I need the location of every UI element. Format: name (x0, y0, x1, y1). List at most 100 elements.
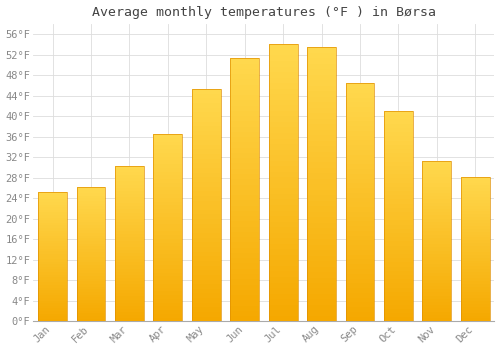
Bar (268, 177, 298, 183)
Bar (115, 300, 144, 303)
Bar (192, 121, 220, 126)
Bar (38, 254, 67, 257)
Bar (115, 184, 144, 188)
Bar (76, 206, 106, 209)
Bar (230, 179, 259, 184)
Bar (230, 316, 259, 321)
Bar (76, 238, 106, 241)
Bar (461, 261, 490, 264)
Bar (461, 191, 490, 194)
Bar (230, 142, 259, 148)
Bar (230, 169, 259, 174)
Bar (268, 282, 298, 288)
Bar (115, 169, 144, 172)
Bar (384, 258, 413, 262)
Bar (230, 195, 259, 200)
Bar (230, 111, 259, 116)
Bar (422, 209, 451, 212)
Bar (192, 168, 220, 173)
Bar (422, 215, 451, 219)
Bar (422, 212, 451, 215)
Bar (154, 258, 182, 261)
Bar (115, 281, 144, 284)
Bar (115, 256, 144, 259)
Bar (115, 244, 144, 247)
Bar (154, 213, 182, 217)
Bar (461, 316, 490, 318)
Bar (38, 220, 67, 223)
Bar (307, 288, 336, 294)
Bar (268, 233, 298, 238)
Bar (384, 195, 413, 199)
Bar (230, 200, 259, 205)
Bar (384, 136, 413, 140)
Bar (422, 260, 451, 264)
Bar (115, 265, 144, 268)
Bar (192, 303, 220, 307)
Bar (76, 289, 106, 292)
Bar (154, 168, 182, 172)
Bar (384, 162, 413, 166)
Bar (115, 268, 144, 272)
Bar (461, 180, 490, 182)
Bar (461, 209, 490, 211)
Bar (346, 131, 374, 136)
Bar (230, 253, 259, 258)
Bar (38, 215, 67, 218)
Bar (115, 234, 144, 237)
Bar (115, 166, 144, 169)
Bar (384, 208, 413, 212)
Bar (154, 269, 182, 273)
Bar (230, 79, 259, 85)
Bar (346, 112, 374, 117)
Bar (76, 188, 106, 321)
Bar (307, 80, 336, 86)
Bar (192, 201, 220, 205)
Bar (307, 256, 336, 261)
Bar (384, 220, 413, 225)
Bar (307, 119, 336, 124)
Bar (346, 178, 374, 183)
Bar (154, 273, 182, 277)
Bar (115, 272, 144, 275)
Bar (384, 225, 413, 229)
Bar (115, 318, 144, 321)
Bar (307, 64, 336, 69)
Bar (38, 236, 67, 238)
Bar (76, 252, 106, 254)
Bar (154, 134, 182, 321)
Bar (192, 149, 220, 154)
Bar (154, 160, 182, 164)
Bar (461, 252, 490, 255)
Bar (307, 206, 336, 212)
Bar (38, 306, 67, 308)
Bar (230, 106, 259, 111)
Bar (230, 69, 259, 74)
Title: Average monthly temperatures (°F ) in Børsa: Average monthly temperatures (°F ) in Bø… (92, 6, 436, 19)
Bar (461, 229, 490, 232)
Bar (76, 254, 106, 257)
Bar (307, 146, 336, 152)
Bar (461, 272, 490, 275)
Bar (192, 89, 220, 94)
Bar (230, 132, 259, 137)
Bar (461, 246, 490, 249)
Bar (346, 217, 374, 222)
Bar (230, 163, 259, 169)
Bar (422, 167, 451, 170)
Bar (115, 188, 144, 191)
Bar (307, 272, 336, 278)
Bar (192, 126, 220, 131)
Bar (346, 312, 374, 317)
Bar (346, 121, 374, 126)
Bar (307, 124, 336, 130)
Bar (461, 240, 490, 243)
Bar (268, 144, 298, 150)
Bar (115, 284, 144, 287)
Bar (422, 308, 451, 312)
Bar (422, 247, 451, 251)
Bar (154, 172, 182, 175)
Bar (154, 231, 182, 235)
Bar (230, 243, 259, 248)
Bar (422, 187, 451, 190)
